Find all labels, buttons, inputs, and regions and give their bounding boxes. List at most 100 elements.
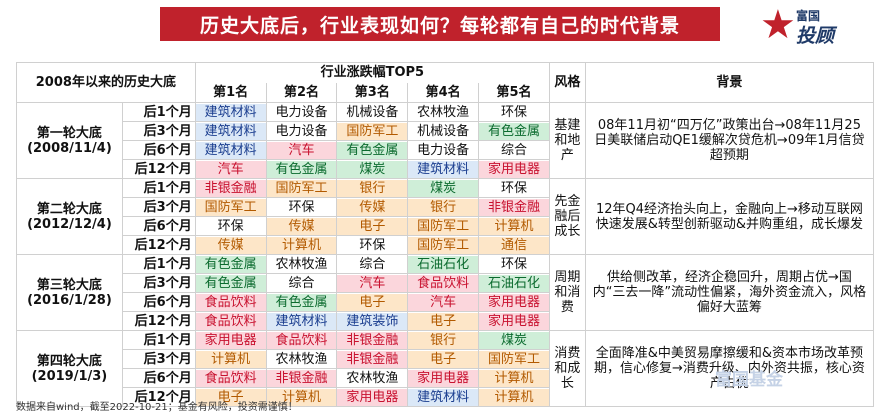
industry-cell: 电子 bbox=[336, 216, 409, 236]
industry-cell: 汽车 bbox=[407, 292, 480, 312]
industry-name: 非银金融 bbox=[267, 369, 336, 387]
industry-name: 农林牧渔 bbox=[267, 255, 336, 273]
industry-name: 银行 bbox=[408, 331, 478, 349]
industry-cell: 食品饮料 bbox=[194, 292, 267, 312]
period-label: 后6个月 bbox=[121, 216, 196, 236]
period-label: 后12个月 bbox=[121, 159, 196, 179]
period-label: 后1个月 bbox=[121, 330, 196, 350]
watermark: 富国基金 bbox=[715, 370, 783, 390]
round-cell: 第三轮大底 (2016/1/28) bbox=[16, 254, 123, 331]
header-top5: 行业涨跌幅TOP5 bbox=[194, 62, 550, 83]
industry-name: 非银金融 bbox=[196, 179, 266, 197]
industry-cell: 石油石化 bbox=[478, 273, 550, 293]
industry-cell: 环保 bbox=[265, 197, 338, 217]
round-date: (2019/1/3) bbox=[31, 368, 108, 384]
industry-name: 煤炭 bbox=[337, 160, 407, 178]
industry-cell: 计算机 bbox=[194, 349, 267, 369]
industry-cell: 电子 bbox=[194, 387, 267, 407]
industry-cell: 家用电器 bbox=[478, 159, 550, 179]
header-rank-4: 第4名 bbox=[407, 82, 480, 103]
industry-cell: 传媒 bbox=[194, 235, 267, 255]
round-date: (2016/1/28) bbox=[27, 292, 112, 308]
industry-cell: 有色金属 bbox=[265, 159, 338, 179]
industry-cell: 食品饮料 bbox=[407, 273, 480, 293]
industry-cell: 建筑材料 bbox=[407, 159, 480, 179]
industry-name: 通信 bbox=[479, 236, 549, 254]
industry-name: 环保 bbox=[479, 179, 549, 197]
industry-cell: 环保 bbox=[336, 235, 409, 255]
industry-name: 计算机 bbox=[267, 388, 336, 406]
industry-cell: 家用电器 bbox=[336, 387, 409, 407]
header-background: 背景 bbox=[584, 62, 874, 103]
round-name: 第一轮大底 bbox=[36, 125, 102, 141]
industry-cell: 非银金融 bbox=[265, 368, 338, 388]
industry-cell: 家用电器 bbox=[194, 330, 267, 350]
industry-name: 电力设备 bbox=[408, 141, 478, 159]
industry-name: 国防军工 bbox=[408, 236, 478, 254]
industry-cell: 建筑材料 bbox=[194, 140, 267, 160]
industry-name: 传媒 bbox=[337, 198, 407, 216]
industry-name: 农林牧渔 bbox=[408, 103, 478, 121]
industry-cell: 国防军工 bbox=[407, 235, 480, 255]
period-label: 后3个月 bbox=[121, 121, 196, 141]
header-rank-2: 第2名 bbox=[265, 82, 338, 103]
industry-cell: 综合 bbox=[478, 140, 550, 160]
industry-name: 建筑材料 bbox=[196, 103, 266, 121]
industry-cell: 建筑材料 bbox=[194, 121, 267, 141]
industry-cell: 国防军工 bbox=[478, 349, 550, 369]
industry-name: 建筑材料 bbox=[196, 141, 266, 159]
industry-name: 汽车 bbox=[408, 293, 478, 311]
background-cell: 12年Q4经济抬头向上，金融向上→移动互联网快速发展&转型创新驱动&并购重组，成… bbox=[584, 178, 874, 255]
industry-name: 建筑材料 bbox=[267, 312, 336, 330]
industry-cell: 煤炭 bbox=[478, 330, 550, 350]
round-cell: 第四轮大底 (2019/1/3) bbox=[16, 330, 123, 407]
industry-cell: 电子 bbox=[336, 292, 409, 312]
industry-name: 电子 bbox=[408, 350, 478, 368]
industry-name: 家用电器 bbox=[479, 160, 549, 178]
industry-name: 环保 bbox=[479, 103, 549, 121]
industry-name: 银行 bbox=[337, 179, 407, 197]
industry-name: 电子 bbox=[337, 217, 407, 235]
industry-name: 电力设备 bbox=[267, 103, 336, 121]
table-row: 第三轮大底 (2016/1/28) 后1个月 有色金属 农林牧渔 综合 石油石化 环保 周期和消… bbox=[16, 254, 874, 331]
industry-cell: 银行 bbox=[407, 197, 480, 217]
period-label: 后3个月 bbox=[121, 197, 196, 217]
round-date: (2012/12/4) bbox=[27, 216, 112, 232]
industry-cell: 食品饮料 bbox=[194, 311, 267, 331]
industry-cell: 计算机 bbox=[478, 387, 550, 407]
industry-name: 石油石化 bbox=[479, 274, 549, 292]
round-cell: 第一轮大底 (2008/11/4) bbox=[16, 102, 123, 179]
industry-cell: 建筑材料 bbox=[407, 387, 480, 407]
industry-name: 有色金属 bbox=[337, 141, 407, 159]
table-row: 后3个月 建筑材料 电力设备 国防军工 机械设备 有色金属 bbox=[17, 121, 874, 141]
industry-cell: 国防军工 bbox=[194, 197, 267, 217]
industry-name: 有色金属 bbox=[479, 122, 549, 140]
table-row: 后12个月 电子 计算机 家用电器 建筑材料 计算机 bbox=[17, 387, 874, 407]
industry-cell: 国防军工 bbox=[265, 178, 338, 198]
industry-name: 石油石化 bbox=[408, 255, 478, 273]
industry-name: 汽车 bbox=[196, 160, 266, 178]
table-row: 第一轮大底 (2008/11/4) 后1个月 建筑材料 电力设备 机械设备 农林牧渔 环保 基建… bbox=[16, 102, 874, 179]
round-date: (2008/11/4) bbox=[27, 140, 112, 156]
industry-name: 非银金融 bbox=[337, 331, 407, 349]
industry-name: 农林牧渔 bbox=[337, 369, 407, 387]
industry-cell: 银行 bbox=[336, 178, 409, 198]
page-title: 历史大底后，行业表现如何？每轮都有自己的时代背景 bbox=[160, 7, 720, 41]
industry-cell: 综合 bbox=[265, 273, 338, 293]
industry-cell: 环保 bbox=[478, 254, 550, 274]
industry-name: 建筑材料 bbox=[196, 122, 266, 140]
industry-name: 环保 bbox=[337, 236, 407, 254]
industry-cell: 有色金属 bbox=[336, 140, 409, 160]
industry-name: 汽车 bbox=[267, 141, 336, 159]
background-cell: 全面降准&中美贸易摩擦缓和&资本市场改革预期，信心修复→消费升级、内外资共振，核… bbox=[584, 330, 874, 407]
industry-cell: 农林牧渔 bbox=[265, 254, 338, 274]
industry-cell: 有色金属 bbox=[194, 273, 267, 293]
industry-cell: 国防军工 bbox=[336, 121, 409, 141]
industry-name: 非银金融 bbox=[337, 350, 407, 368]
industry-cell: 国防军工 bbox=[407, 216, 480, 236]
industry-name: 家用电器 bbox=[408, 369, 478, 387]
industry-cell: 环保 bbox=[478, 102, 550, 122]
industry-cell: 非银金融 bbox=[336, 349, 409, 369]
source-note: 数据来自wind，截至2022-10-21；基金有风险，投资需谨慎！ bbox=[16, 402, 298, 413]
industry-cell: 电子 bbox=[407, 349, 480, 369]
